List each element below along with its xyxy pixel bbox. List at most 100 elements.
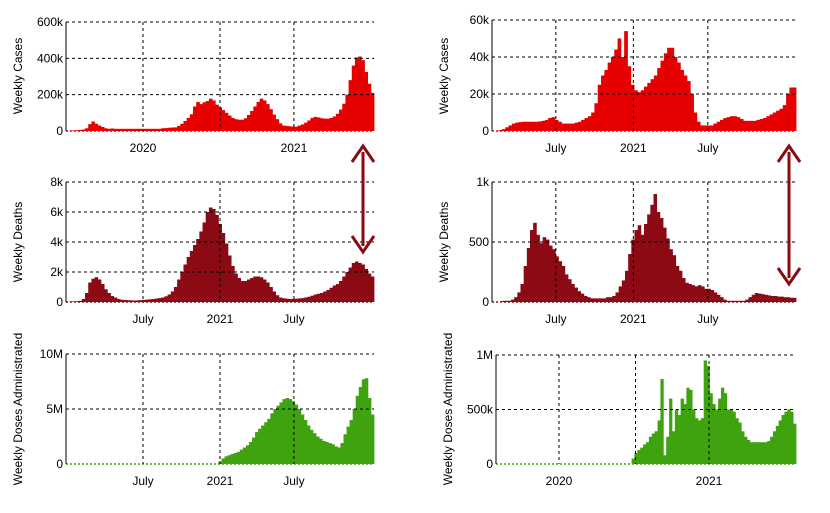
bar: [612, 296, 616, 302]
bar: [780, 297, 784, 302]
bar: [241, 281, 245, 302]
bar: [535, 122, 539, 131]
bar: [685, 283, 689, 302]
bar: [660, 218, 664, 302]
bar: [269, 109, 273, 131]
bar: [209, 208, 213, 303]
x-tick-label: 2020: [130, 141, 157, 155]
bar: [177, 280, 181, 303]
bar: [326, 290, 330, 302]
bar: [692, 285, 696, 302]
bar: [326, 119, 330, 131]
bar: [634, 90, 638, 131]
bar: [317, 294, 321, 302]
bar: [694, 113, 698, 132]
bar: [361, 60, 365, 131]
x-tick-label: 2021: [620, 141, 647, 155]
bar: [222, 110, 226, 131]
bar: [225, 113, 229, 131]
bar: [767, 441, 770, 464]
bar: [518, 122, 522, 131]
bar: [244, 118, 248, 131]
bar: [616, 292, 620, 302]
bar: [562, 266, 566, 302]
bar: [574, 288, 578, 302]
bar: [654, 194, 658, 302]
bar: [524, 266, 528, 302]
x-tick-label: 2021: [620, 312, 647, 326]
bar: [644, 224, 648, 302]
bar: [782, 415, 785, 464]
bar: [190, 114, 194, 131]
bar: [740, 119, 744, 131]
bar: [717, 122, 721, 131]
bar: [571, 124, 575, 131]
bar: [91, 122, 95, 131]
bar: [695, 418, 698, 464]
bar: [627, 66, 631, 131]
x-tick-label: 2021: [207, 312, 234, 326]
bar: [340, 443, 343, 464]
bar: [697, 122, 701, 131]
bar: [522, 122, 526, 131]
bar: [264, 422, 267, 464]
bar: [333, 286, 337, 303]
bar: [333, 116, 337, 131]
bar: [664, 53, 668, 131]
bar: [310, 296, 314, 302]
bar: [773, 113, 777, 132]
bar: [243, 448, 246, 465]
bar: [723, 118, 727, 131]
bar: [301, 124, 305, 131]
bar: [533, 223, 537, 302]
bar: [266, 283, 270, 303]
bar: [307, 120, 311, 131]
bar: [225, 456, 228, 464]
bar: [339, 281, 343, 302]
bar: [193, 106, 197, 131]
bar: [323, 292, 327, 303]
bar: [770, 114, 774, 131]
bar: [521, 284, 525, 302]
y-tick-label: 10M: [40, 347, 63, 361]
bar: [203, 223, 207, 303]
bar: [250, 278, 254, 302]
bar: [206, 212, 210, 302]
bar: [571, 284, 575, 302]
bar: [760, 119, 764, 131]
bar: [98, 280, 102, 303]
bar: [549, 246, 553, 302]
bar: [365, 378, 368, 464]
bar: [551, 117, 555, 131]
bar: [310, 118, 314, 131]
bar: [756, 120, 760, 131]
bar-series: [69, 57, 374, 131]
bar: [624, 31, 628, 131]
bar: [552, 249, 556, 302]
bar: [776, 426, 779, 464]
bar-series: [218, 378, 374, 464]
bar: [228, 116, 232, 131]
y-tick-label: 4k: [50, 235, 64, 249]
bar: [190, 251, 194, 302]
bar: [193, 245, 197, 302]
bar: [368, 84, 372, 131]
bar: [651, 79, 655, 131]
bar: [759, 442, 762, 464]
bar: [548, 118, 552, 131]
bar: [761, 294, 765, 302]
bar: [753, 442, 756, 464]
bar: [319, 439, 322, 464]
bar: [735, 418, 738, 464]
bar: [591, 113, 595, 132]
x-tick-label: 2021: [207, 474, 234, 488]
bar: [766, 116, 770, 131]
y-tick-label: 200k: [37, 88, 64, 102]
bar: [559, 261, 563, 302]
bar: [247, 115, 251, 131]
bar: [677, 63, 681, 131]
bar: [663, 455, 666, 464]
